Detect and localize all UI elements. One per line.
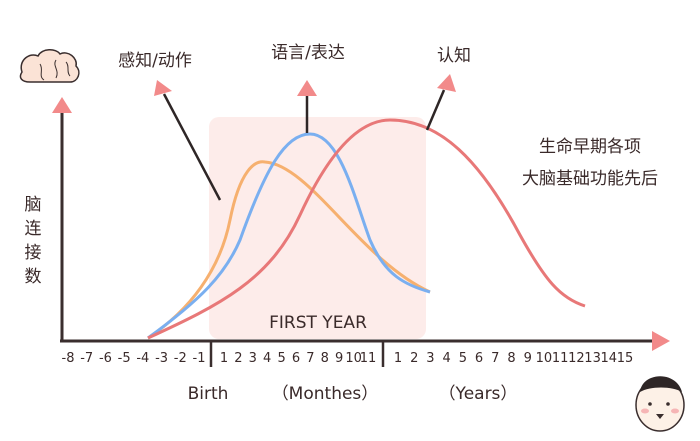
x-tick-label: 4: [443, 351, 451, 366]
cognition-label: 认知: [437, 46, 471, 66]
cognition-arrowhead: [437, 74, 456, 92]
x-tick-label: -4: [136, 351, 149, 366]
x-tick-label: -7: [80, 351, 93, 366]
sensory-motor-curve: [147, 160, 431, 340]
x-tick-label: 2: [234, 351, 242, 366]
language-label: 语言/表达: [271, 43, 345, 63]
x-tick-label: 13: [584, 351, 601, 366]
x-tick-label: 2: [410, 351, 418, 366]
y-label-char: 连: [25, 219, 42, 239]
note-line-2: 大脑基础功能先后: [522, 169, 658, 189]
y-axis-label: 脑 连 接 数: [25, 195, 42, 287]
x-tick-label: 14: [601, 351, 618, 366]
x-tick-label: 5: [459, 351, 467, 366]
y-label-char: 数: [25, 267, 42, 287]
x-tick-label: 1: [220, 351, 228, 366]
cognition-curve: [147, 118, 586, 340]
x-tick-label: 10: [345, 351, 362, 366]
x-tick-label: 10: [536, 351, 553, 366]
x-tick-label: 6: [475, 351, 483, 366]
cognition-pointer: [425, 89, 446, 131]
x-tick-label: 4: [263, 351, 271, 366]
x-axis-arrowhead: [652, 331, 670, 351]
months-label: （Monthes）: [272, 384, 379, 404]
x-tick-label: 3: [426, 351, 434, 366]
y-axis-arrowhead: [52, 97, 72, 113]
x-tick-label: -6: [99, 351, 112, 366]
x-tick-label: -5: [118, 351, 131, 366]
x-tick-label: 12: [568, 351, 585, 366]
x-tick-label: 6: [292, 351, 300, 366]
language-arrowhead: [297, 80, 317, 96]
note-line-1: 生命早期各项: [539, 137, 641, 157]
x-tick-label: 15: [617, 351, 634, 366]
birth-label: Birth: [188, 384, 229, 404]
sensory-motor-label: 感知/动作: [118, 51, 192, 71]
x-tick-label: -2: [174, 351, 187, 366]
first-year-label: FIRST YEAR: [269, 313, 367, 333]
x-tick-label: -1: [193, 351, 206, 366]
x-tick-label: -8: [62, 351, 75, 366]
x-tick-label: 8: [321, 351, 329, 366]
sensory-motor-pointer: [162, 93, 222, 201]
x-tick-label: 11: [360, 351, 377, 366]
x-tick-label: 1: [394, 351, 402, 366]
baby-face-icon: [635, 376, 685, 432]
brain-icon: [19, 49, 80, 83]
x-tick-label: 3: [249, 351, 257, 366]
x-tick-label: 5: [277, 351, 285, 366]
x-tick-label: 9: [524, 351, 532, 366]
first-year-highlight: [209, 117, 426, 339]
x-tick-label: -3: [155, 351, 168, 366]
sensory-motor-arrowhead: [154, 80, 172, 96]
y-label-char: 脑: [25, 195, 42, 215]
years-label: （Years）: [439, 384, 518, 404]
x-tick-label: 11: [552, 351, 569, 366]
x-tick-label: 8: [507, 351, 515, 366]
x-tick-label: 7: [306, 351, 314, 366]
language-curve: [147, 132, 431, 340]
x-tick-label: 7: [491, 351, 499, 366]
x-tick-label: 9: [335, 351, 343, 366]
y-label-char: 接: [25, 243, 42, 263]
